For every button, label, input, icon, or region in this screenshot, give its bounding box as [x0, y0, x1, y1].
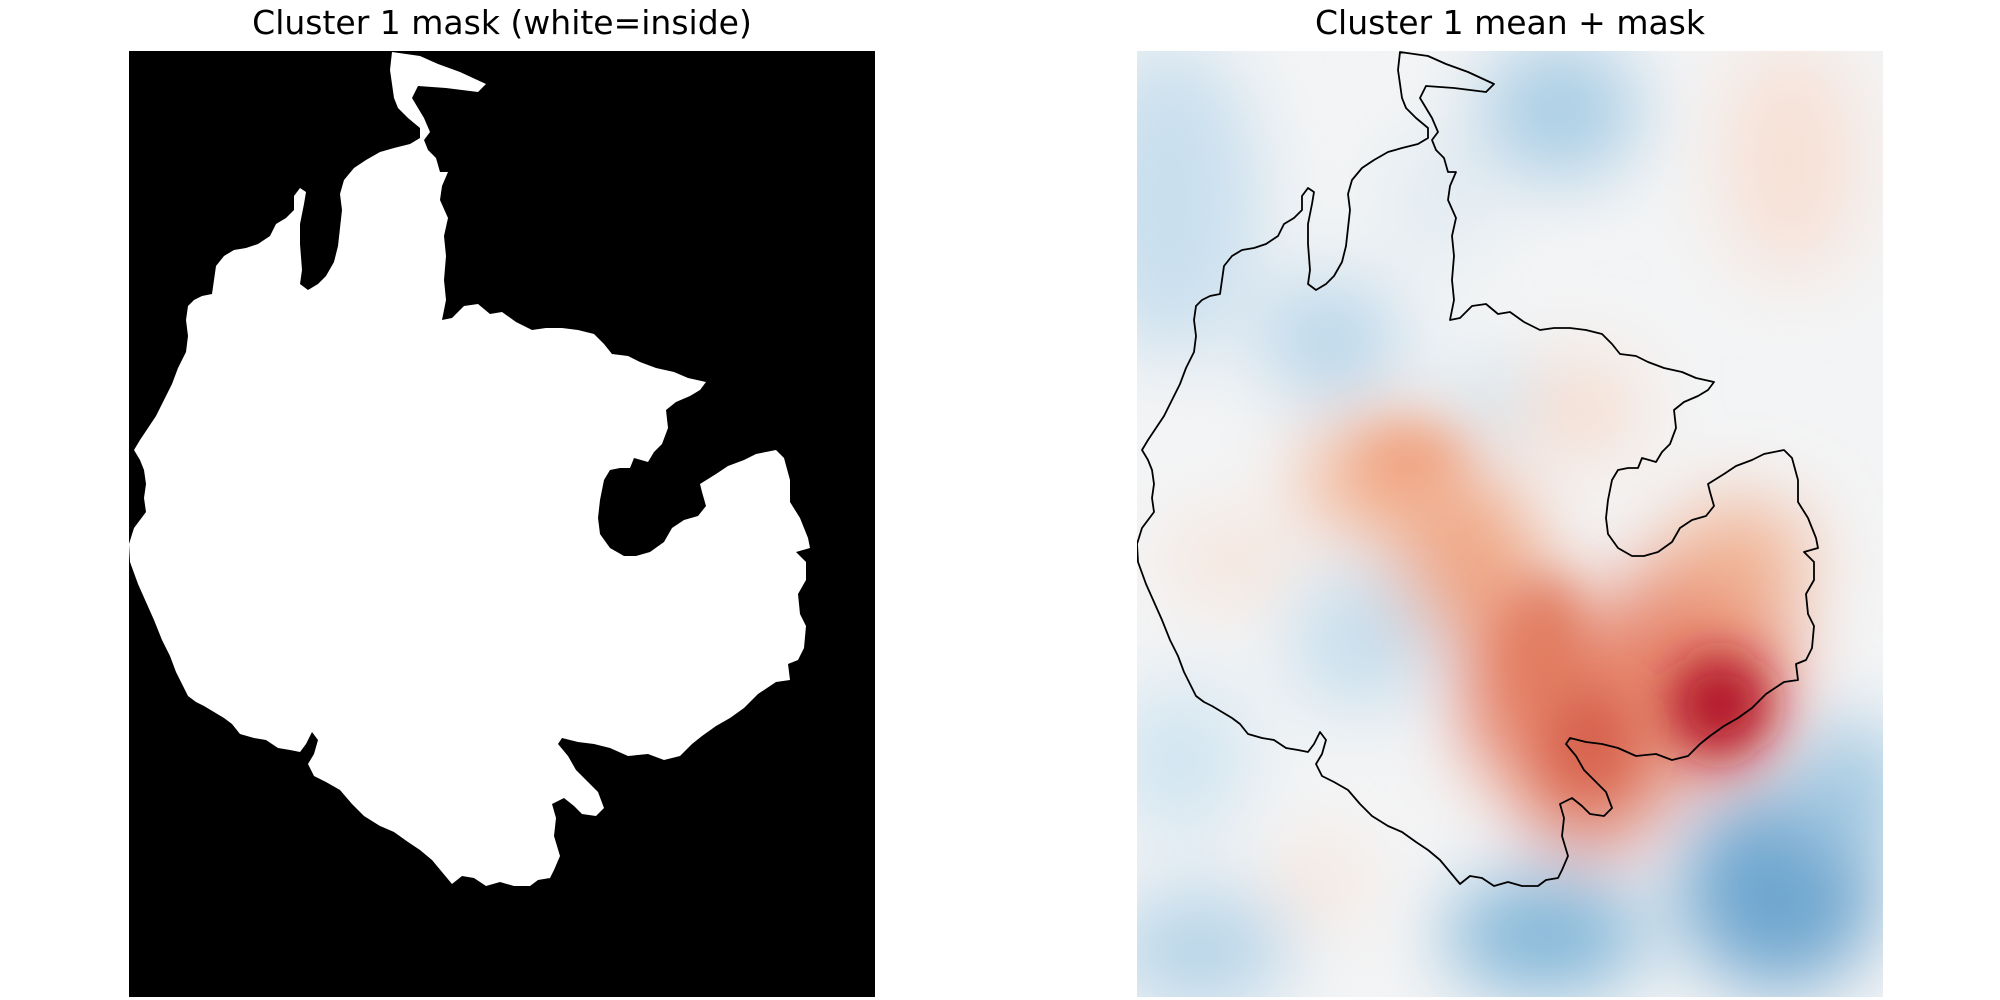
- right-panel-title: Cluster 1 mean + mask: [1315, 3, 1705, 42]
- left-panel-title: Cluster 1 mask (white=inside): [252, 3, 752, 42]
- mask-heatmap: [129, 51, 875, 997]
- mean-heatmap: [1137, 51, 1883, 997]
- mean-field-peaks: [1360, 430, 1770, 790]
